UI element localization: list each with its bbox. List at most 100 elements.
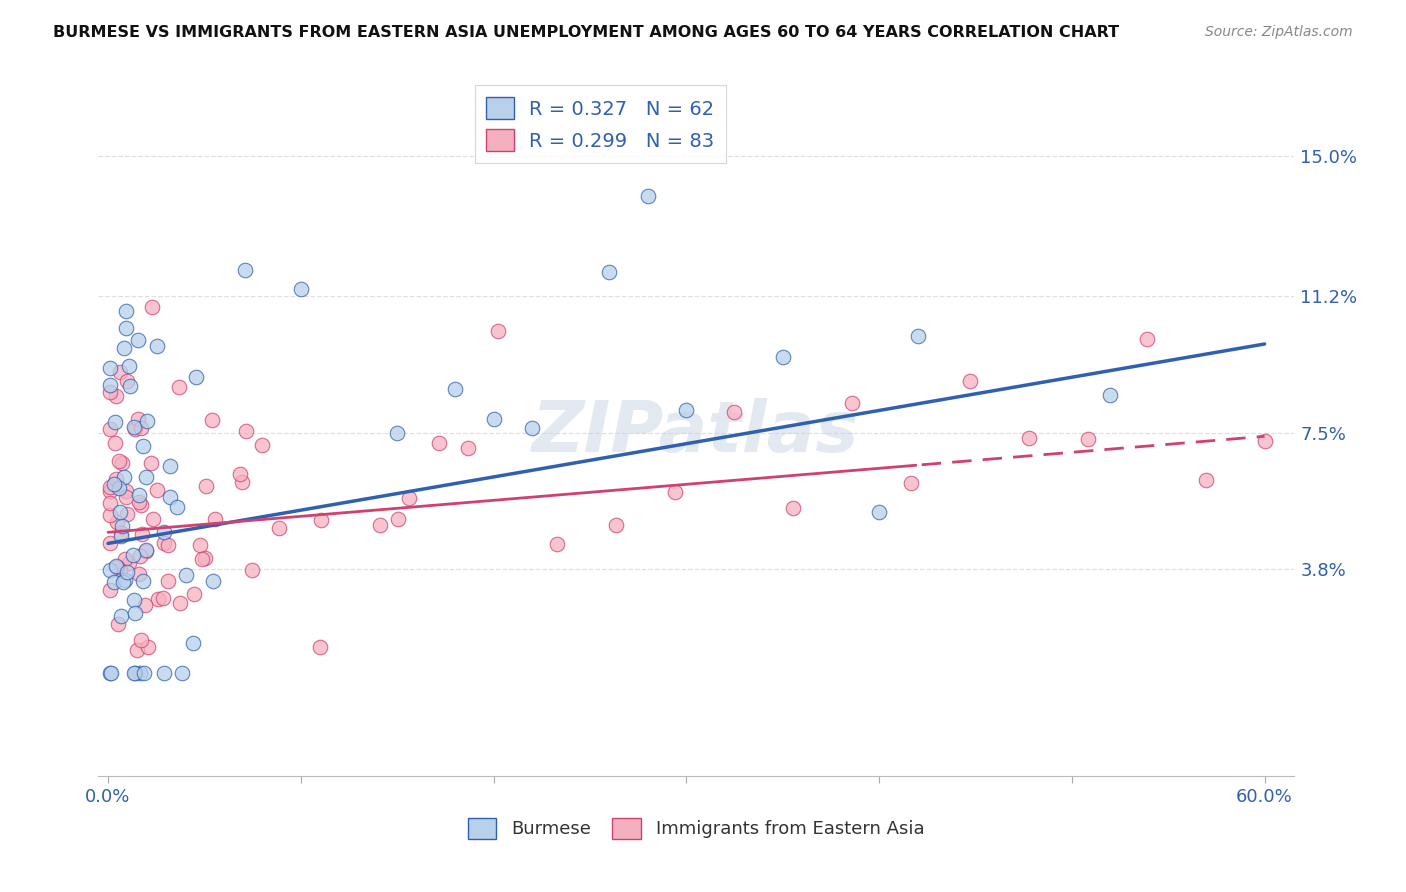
Point [136,414,159,428]
Point [664,485,686,500]
Point [782,500,804,515]
Point [637,189,659,203]
Point [110,525,132,540]
Point [98,508,121,522]
Point [868,505,890,519]
Point [115,374,138,388]
Point [457,442,479,456]
Point [104,436,127,450]
Point [124,607,146,621]
Point [159,490,181,504]
Point [772,351,794,365]
Point [135,543,157,558]
Point [152,524,174,539]
Point [104,389,127,403]
Point [482,411,505,425]
Point [108,453,131,467]
Point [1077,432,1099,446]
Point [98,483,121,498]
Point [104,415,127,429]
Point [105,515,128,529]
Point [385,426,409,441]
Point [181,636,204,650]
Point [105,472,128,486]
Point [170,665,193,680]
Point [675,403,697,417]
Point [129,665,152,680]
Point [191,552,214,566]
Point [235,424,257,438]
Point [98,361,121,376]
Point [148,591,170,606]
Text: Source: ZipAtlas.com: Source: ZipAtlas.com [1205,25,1353,39]
Point [240,563,263,577]
Point [167,379,190,393]
Point [118,359,141,374]
Point [124,593,146,607]
Point [145,483,167,497]
Point [129,549,152,563]
Point [157,574,180,588]
Point [183,587,205,601]
Point [103,574,125,589]
Point [124,665,146,680]
Point [1136,333,1159,347]
Point [98,583,121,598]
Point [115,490,138,504]
Point [486,324,509,338]
Point [98,480,121,494]
Point [204,512,226,526]
Point [309,513,332,527]
Point [98,665,121,680]
Point [104,559,127,574]
Point [112,341,135,355]
Point [308,640,330,655]
Point [229,467,252,481]
Point [598,265,620,279]
Point [841,396,863,410]
Point [141,300,163,314]
Point [127,412,149,426]
Point [387,512,409,526]
Point [103,477,125,491]
Point [233,263,256,277]
Point [98,422,121,436]
Point [129,421,152,435]
Point [520,420,543,434]
Point [110,609,132,624]
Point [98,536,121,550]
Point [152,591,174,605]
Point [444,382,467,396]
Point [129,632,152,647]
Point [1195,473,1218,487]
Point [194,479,217,493]
Point [194,550,217,565]
Text: ZIPatlas: ZIPatlas [533,398,859,467]
Point [135,470,157,484]
Point [132,665,155,680]
Point [136,640,159,654]
Point [115,303,138,318]
Point [368,518,391,533]
Point [110,365,132,379]
Point [153,536,176,550]
Point [98,377,121,392]
Point [125,642,148,657]
Point [107,617,129,632]
Point [546,536,568,550]
Point [900,476,922,491]
Point [98,496,121,510]
Point [146,339,169,353]
Point [188,538,211,552]
Point [166,500,188,514]
Point [117,556,139,570]
Point [108,481,131,495]
Point [201,413,224,427]
Point [115,321,138,335]
Point [134,598,156,612]
Point [124,665,146,680]
Point [112,469,135,483]
Point [111,519,134,533]
Point [127,334,149,348]
Point [186,370,208,384]
